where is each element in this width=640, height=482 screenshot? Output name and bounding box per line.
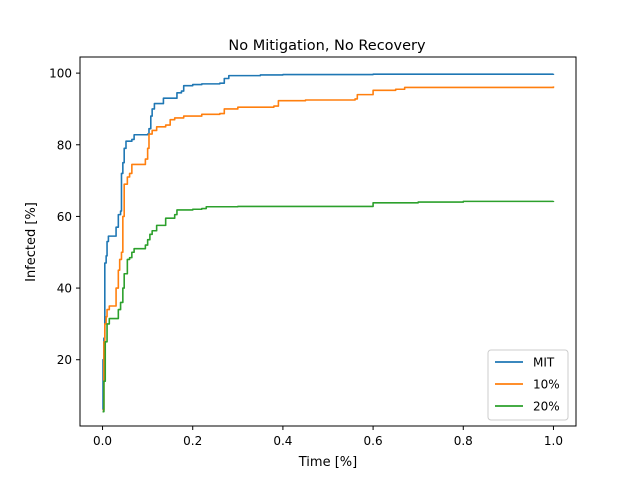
legend-label-2: 20% <box>533 400 560 414</box>
series-line-0 <box>102 73 555 411</box>
y-tick-label: 100 <box>49 67 72 81</box>
x-tick-label: 0.0 <box>93 434 112 448</box>
legend-box <box>487 349 569 421</box>
series-line-1 <box>102 86 555 411</box>
legend-items: MIT 10% 20% <box>495 356 560 414</box>
y-tick-label: 20 <box>57 353 72 367</box>
y-tick-label: 80 <box>57 138 72 152</box>
y-axis-ticks: 20 40 60 80 100 <box>49 67 80 367</box>
y-tick-label: 40 <box>57 282 72 296</box>
legend-label-0: MIT <box>533 356 555 370</box>
chart-title: No Mitigation, No Recovery <box>228 38 426 54</box>
series-layer <box>102 73 555 413</box>
x-axis-ticks: 0.0 0.2 0.4 0.6 0.8 1.0 <box>93 426 563 448</box>
x-tick-label: 0.6 <box>364 434 383 448</box>
series-line-2 <box>102 200 555 413</box>
y-tick-label: 60 <box>57 210 72 224</box>
y-axis-label: Infected [%] <box>24 202 39 282</box>
x-tick-label: 0.2 <box>183 434 202 448</box>
legend-label-1: 10% <box>533 378 560 392</box>
plot-frame <box>79 56 577 427</box>
x-tick-label: 0.4 <box>273 434 292 448</box>
legend: MIT 10% 20% <box>487 349 569 421</box>
x-tick-label: 0.8 <box>454 434 473 448</box>
x-tick-label: 1.0 <box>544 434 563 448</box>
x-axis-label: Time [%] <box>298 455 357 470</box>
